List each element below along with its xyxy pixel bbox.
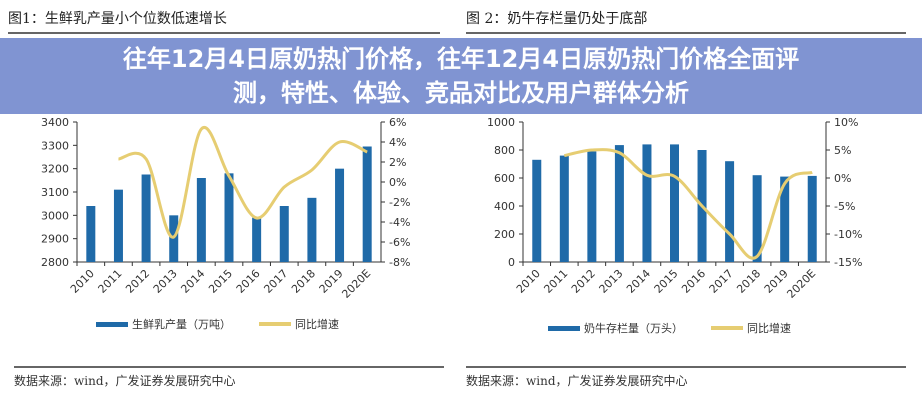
y-tick-label: 3400: [41, 116, 69, 129]
bar: [642, 144, 652, 262]
title-divider: [466, 32, 906, 34]
x-tick-label: 2017: [707, 267, 736, 296]
bar: [307, 197, 317, 262]
source-divider: [466, 366, 906, 368]
x-tick-label: 2020E: [784, 267, 818, 301]
y-tick-label: 3300: [41, 139, 69, 152]
y2-tick-label: 5%: [834, 144, 851, 157]
bar: [807, 175, 817, 262]
y2-tick-label: 2%: [389, 156, 406, 169]
y-tick-label: 3100: [41, 186, 69, 199]
legend-line-swatch: [259, 322, 291, 326]
legend-bar-swatch: [96, 321, 128, 327]
bar: [614, 145, 624, 262]
bar: [279, 206, 289, 262]
bar: [86, 206, 96, 262]
x-tick-label: 2015: [652, 267, 681, 296]
x-tick-label: 2018: [289, 267, 318, 296]
legend-line-swatch: [711, 326, 743, 330]
bar: [224, 173, 234, 262]
bar: [532, 159, 542, 262]
y2-tick-label: -4%: [389, 216, 410, 229]
y-tick-label: 400: [494, 200, 515, 213]
legend-line-label: 同比增速: [295, 318, 339, 331]
legend-bar-swatch: [548, 325, 580, 331]
bar: [196, 178, 206, 262]
bar: [670, 144, 679, 262]
bar: [252, 217, 262, 262]
x-tick-label: 2017: [261, 267, 290, 296]
chart1-source: 数据来源：wind，广发证券发展研究中心: [14, 374, 236, 388]
x-tick-label: 2014: [178, 267, 207, 296]
y-tick-label: 2900: [41, 233, 69, 246]
banner-title: 往年12月4日原奶热门价格，往年12月4日原奶热门价格全面评 测，特性、体验、竞…: [0, 42, 922, 110]
y2-tick-label: 0%: [834, 172, 851, 185]
x-tick-label: 2016: [679, 267, 708, 296]
x-tick-label: 2020E: [339, 267, 373, 301]
chart2-title: 图 2：奶牛存栏量仍处于底部: [466, 11, 648, 27]
y2-tick-label: 4%: [389, 136, 406, 149]
y2-tick-label: -8%: [389, 256, 410, 269]
y-tick-label: 200: [494, 228, 515, 241]
y2-tick-label: 10%: [834, 116, 858, 129]
y2-tick-label: -6%: [389, 236, 410, 249]
chart1-legend: 生鲜乳产量（万吨） 同比增速: [96, 316, 339, 332]
banner-line-1: 往年12月4日原奶热门价格，往年12月4日原奶热门价格全面评: [122, 45, 800, 73]
y2-tick-label: -5%: [834, 200, 855, 213]
chart2-legend: 奶牛存栏量（万头） 同比增速: [548, 320, 791, 336]
x-tick-label: 2015: [206, 267, 235, 296]
x-tick-label: 2010: [68, 267, 97, 296]
legend-bar-label: 生鲜乳产量（万吨）: [132, 318, 231, 331]
y2-tick-label: -2%: [389, 196, 410, 209]
x-tick-label: 2010: [514, 267, 543, 296]
title-banner: [0, 38, 922, 114]
x-tick-label: 2016: [234, 267, 263, 296]
bar: [559, 155, 569, 262]
x-tick-label: 2013: [597, 267, 626, 296]
y-tick-label: 0: [508, 256, 515, 269]
x-tick-label: 2012: [123, 267, 152, 296]
bar: [725, 161, 735, 262]
legend-line-label: 同比增速: [747, 322, 791, 335]
growth-line: [118, 125, 368, 239]
banner-line-2: 测，特性、体验、竞品对比及用户群体分析: [233, 79, 689, 107]
bar: [335, 168, 345, 262]
y2-tick-label: 0%: [389, 176, 406, 189]
bar: [780, 176, 790, 262]
x-tick-label: 2011: [96, 267, 125, 296]
y-tick-label: 3000: [41, 209, 69, 222]
bar: [752, 175, 762, 262]
growth-line: [563, 148, 813, 260]
y-tick-label: 800: [494, 144, 515, 157]
source-divider: [14, 366, 444, 368]
x-tick-label: 2014: [624, 267, 653, 296]
bar: [169, 215, 179, 262]
x-tick-label: 2018: [734, 267, 763, 296]
y-tick-label: 600: [494, 172, 515, 185]
title-divider: [8, 32, 440, 34]
y2-tick-label: 6%: [389, 116, 406, 129]
y-tick-label: 1000: [487, 116, 515, 129]
y-tick-label: 2800: [41, 256, 69, 269]
legend-bar-label: 奶牛存栏量（万头）: [584, 322, 683, 335]
y2-tick-label: -15%: [834, 256, 862, 269]
y-tick-label: 3200: [41, 163, 69, 176]
y2-tick-label: -10%: [834, 228, 862, 241]
x-tick-label: 2013: [151, 267, 180, 296]
chart2-source: 数据来源：wind，广发证券发展研究中心: [466, 374, 688, 388]
x-tick-label: 2011: [541, 267, 570, 296]
x-tick-label: 2012: [569, 267, 598, 296]
bar: [141, 174, 151, 262]
bar: [587, 151, 597, 262]
chart1-title: 图1：生鲜乳产量小个位数低速增长: [8, 11, 227, 27]
bar: [362, 146, 372, 262]
bar: [113, 189, 123, 262]
